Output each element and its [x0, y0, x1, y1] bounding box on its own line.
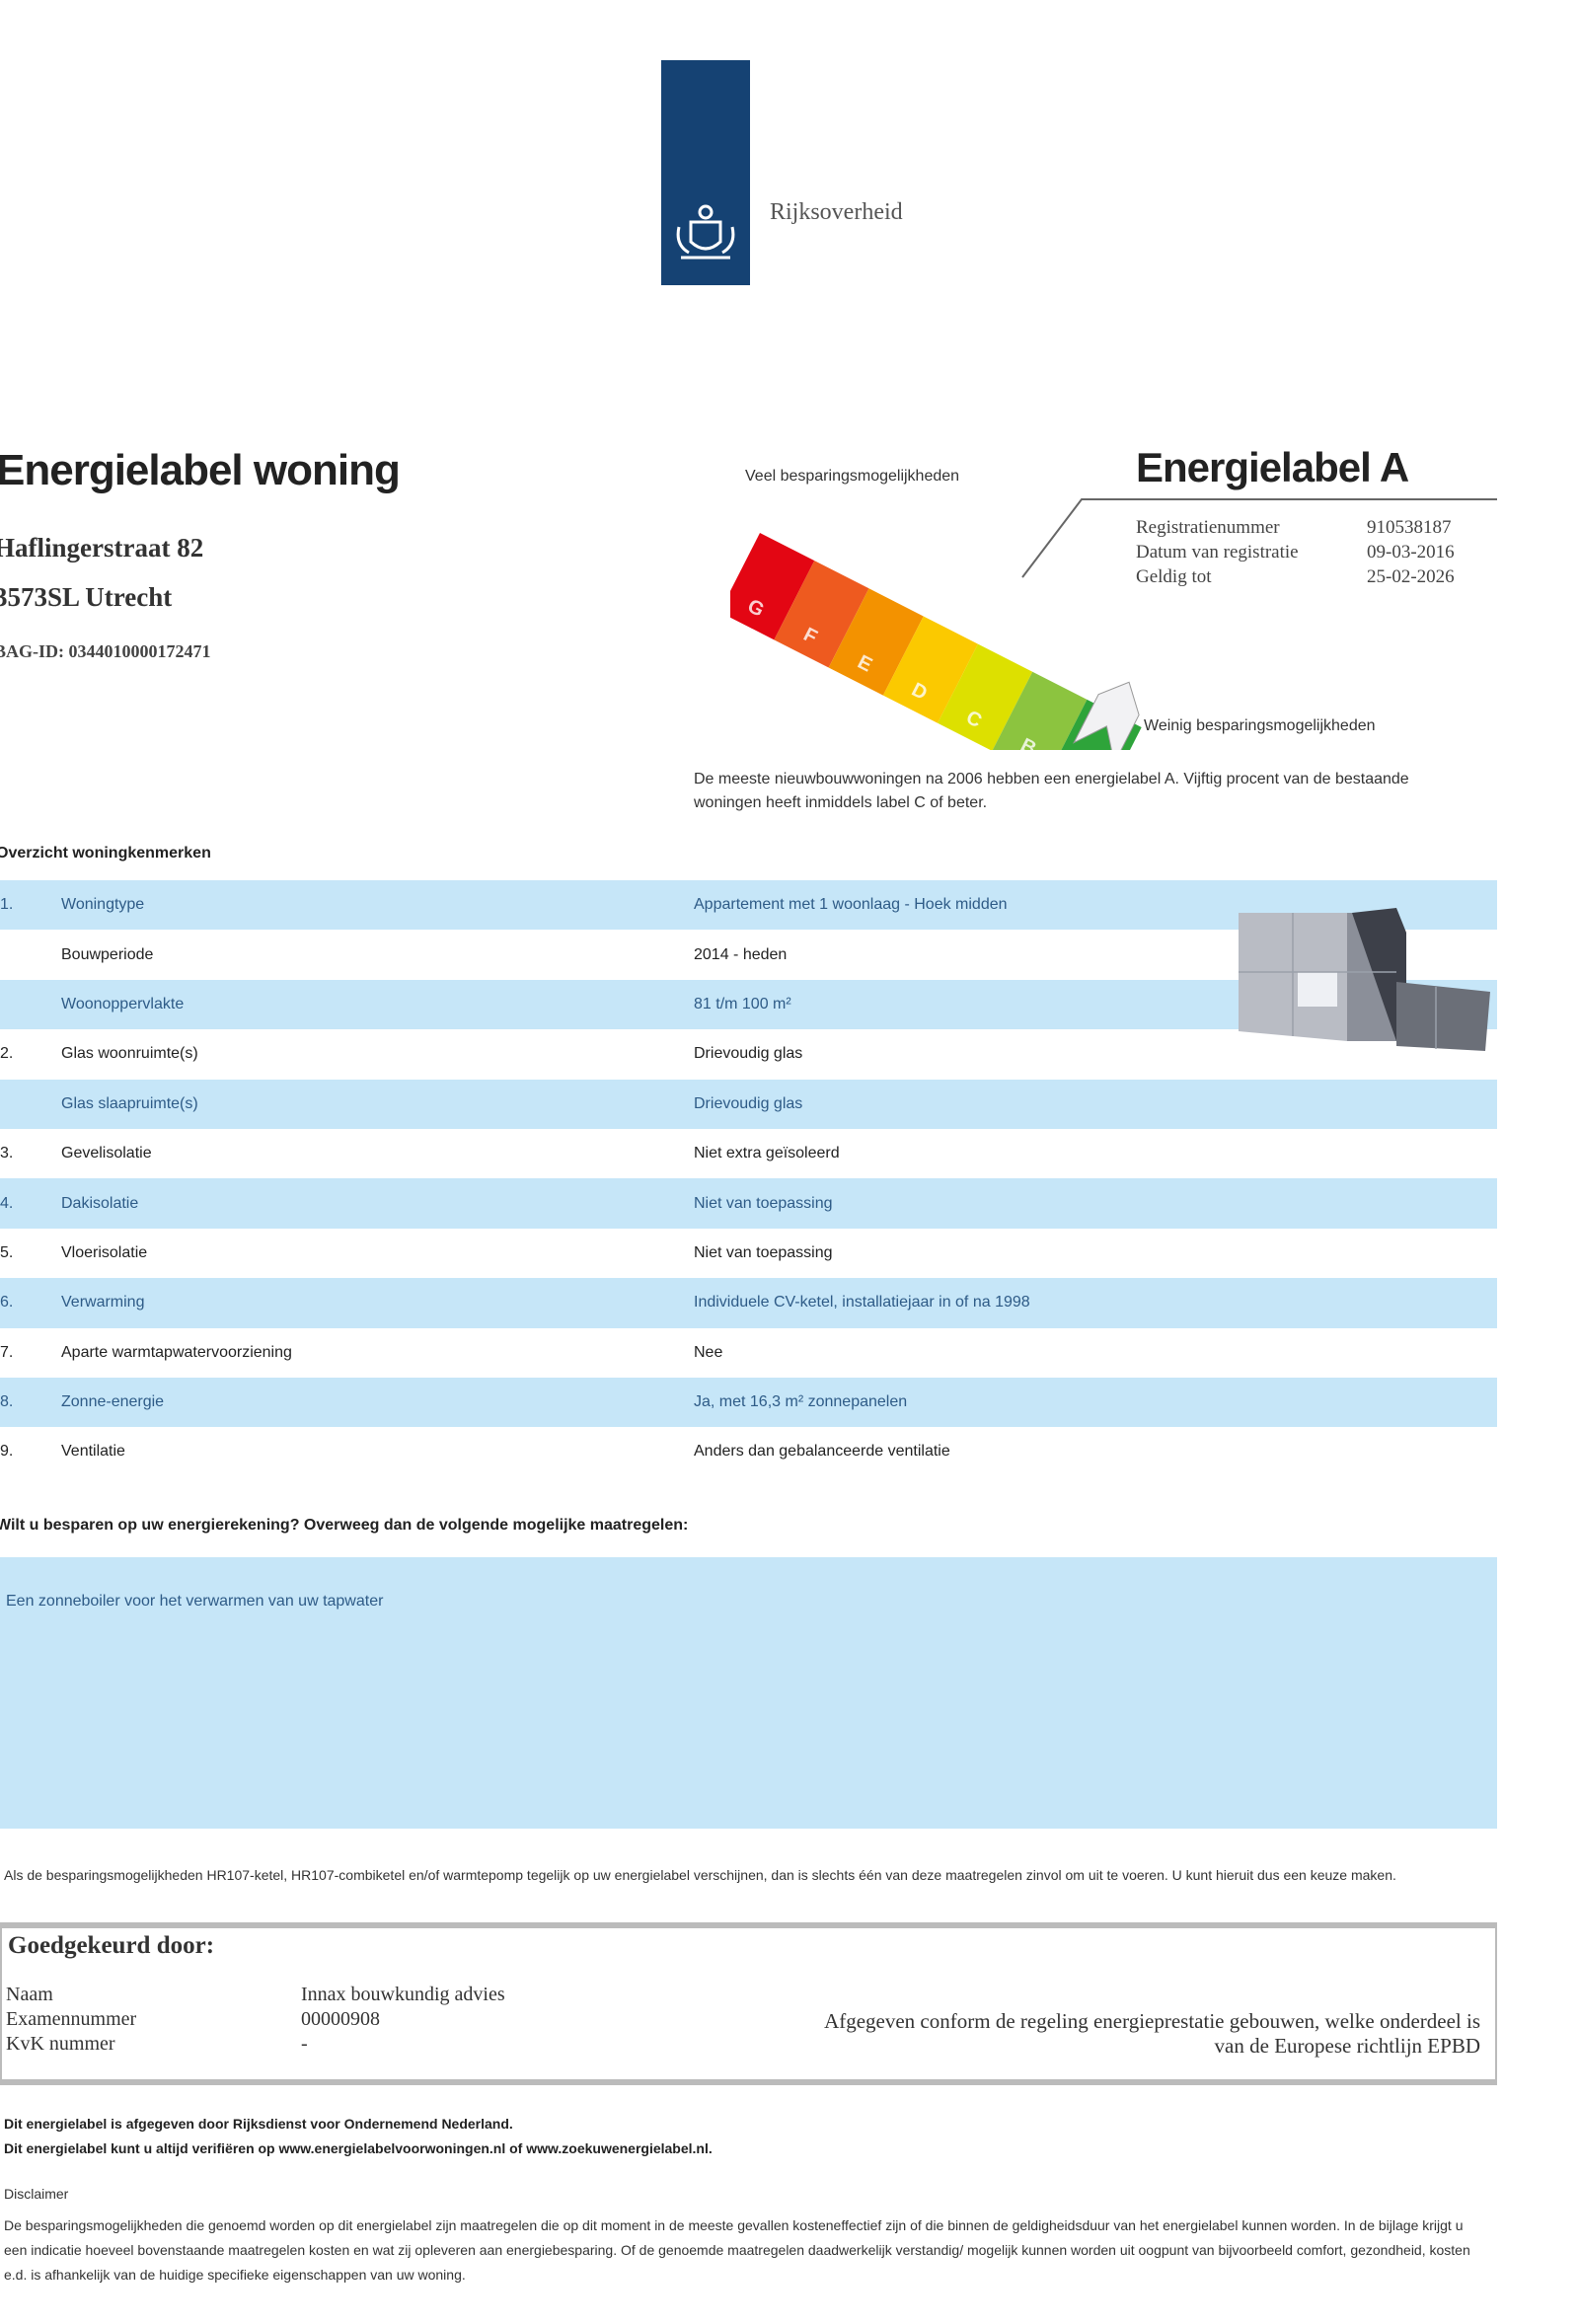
row-value: Drievoudig glas [694, 1045, 803, 1063]
advice-note: Als de besparingsmogelijkheden HR107-ket… [4, 1867, 1396, 1883]
energy-label-title: Energielabel A [1136, 444, 1409, 490]
advisor-name: Innax bouwkundig advies [301, 1984, 505, 2005]
field-label: Examennummer [6, 2008, 137, 2030]
label-class-F [774, 561, 869, 668]
row-number: 6. [0, 1294, 14, 1312]
registration-date: 09-03-2016 [1367, 542, 1455, 562]
table-row: 7. Aparte warmtapwatervoorziening Nee [0, 1328, 1497, 1378]
row-value: Niet van toepassing [694, 1194, 833, 1212]
disclaimer-text: De besparingsmogelijkheden die genoemd w… [4, 2217, 1470, 2283]
footer-verify: Dit energielabel kunt u altijd verifiëre… [4, 2140, 713, 2156]
row-number: 4. [0, 1194, 14, 1212]
label-description: De meeste nieuwbouwwoningen na 2006 hebb… [694, 771, 1409, 811]
row-label: Gevelisolatie [61, 1145, 152, 1162]
valid-until: 25-02-2026 [1367, 566, 1455, 587]
label-class-E [828, 588, 924, 696]
approved-box [0, 1922, 1497, 2085]
exam-number: 00000908 [301, 2008, 380, 2030]
row-number: 8. [0, 1393, 14, 1411]
row-label: Verwarming [61, 1294, 145, 1312]
registration-number: 910538187 [1367, 517, 1452, 538]
row-number: 7. [0, 1343, 14, 1361]
row-value: Individuele CV-ketel, installatiejaar in… [694, 1294, 1030, 1312]
energy-label-scale: GFEDCBA [730, 533, 1142, 750]
logo-text: Rijksoverheid [770, 199, 903, 225]
label-class-G [730, 533, 815, 640]
bag-id: BAG-ID: 0344010000172471 [0, 641, 211, 661]
table-row: 4. Dakisolatie Niet van toepassing [0, 1178, 1497, 1229]
label-class-D [882, 616, 978, 723]
label-callout-line [1021, 498, 1497, 578]
field-label: KvK nummer [6, 2033, 115, 2055]
table-row: 8. Zonne-energie Ja, met 16,3 m² zonnepane… [0, 1377, 1497, 1428]
approved-title: Goedgekeurd door: [8, 1932, 215, 1959]
disclaimer-title: Disclaimer [4, 2186, 69, 2202]
row-value: Ja, met 16,3 m² zonnepanelen [694, 1393, 908, 1411]
table-row: 6. Verwarming Individuele CV-ketel, instal… [0, 1278, 1497, 1328]
house-marker-icon [1073, 681, 1140, 750]
registration-values: 910538187 09-03-2016 25-02-2026 [1367, 515, 1455, 589]
registration-key: Datum van registratie [1136, 542, 1299, 562]
row-value: 2014 - heden [694, 945, 788, 963]
row-label: Bouwperiode [61, 945, 154, 963]
table-row: 9. Ventilatie Anders dan gebalanceerde ven… [0, 1427, 1497, 1476]
label-top-caption: Veel besparingsmogelijkheden [745, 468, 960, 485]
row-label: Vloerisolatie [61, 1243, 148, 1261]
advice-box [0, 1557, 1497, 1829]
registration-keys: Registratienummer Datum van registratie … [1136, 515, 1299, 589]
kvk-number: - [301, 2033, 308, 2055]
label-class-B [992, 671, 1088, 750]
table-row: 2. Glas woonruimte(s) Drievoudig glas [0, 1029, 1497, 1079]
row-value: Anders dan gebalanceerde ventilatie [694, 1443, 950, 1461]
row-value: Niet extra geïsoleerd [694, 1145, 840, 1162]
advice-item: Een zonneboiler voor het verwarmen van u… [6, 1593, 384, 1610]
row-label: Woningtype [61, 896, 145, 914]
row-number: 2. [0, 1045, 14, 1063]
address-street: Haflingerstraat 82 [0, 533, 204, 562]
row-number: 5. [0, 1243, 14, 1261]
table-row: Bouwperiode 2014 - heden [0, 930, 1497, 979]
table-row: 3. Gevelisolatie Niet extra geïsoleerd [0, 1129, 1497, 1178]
row-value: Nee [694, 1343, 723, 1361]
row-value: Appartement met 1 woonlaag - Hoek midden [694, 896, 1008, 914]
row-label: Glas woonruimte(s) [61, 1045, 198, 1063]
row-label: Ventilatie [61, 1443, 125, 1461]
row-number: 1. [0, 896, 14, 914]
row-value: 81 t/m 100 m² [694, 995, 791, 1012]
overview-title: Overzicht woningkenmerken [0, 845, 211, 862]
row-label: Glas slaapruimte(s) [61, 1094, 198, 1112]
coat-of-arms-icon [676, 204, 735, 260]
field-label: Naam [6, 1984, 53, 2005]
label-bottom-caption: Weinig besparingsmogelijkheden [1144, 717, 1376, 734]
apartment-building-icon [1239, 908, 1490, 1051]
table-row: 5. Vloerisolatie Niet van toepassing [0, 1229, 1497, 1278]
approval-statement: Afgegeven conform de regeling energiepre… [824, 2009, 1480, 2058]
registration-key: Registratienummer [1136, 517, 1280, 538]
registration-key: Geldig tot [1136, 566, 1212, 587]
row-label: Aparte warmtapwatervoorziening [61, 1343, 292, 1361]
table-row: Glas slaapruimte(s) Drievoudig glas [0, 1079, 1497, 1129]
row-label: Zonne-energie [61, 1393, 165, 1411]
address-city: 3573SL Utrecht [0, 582, 173, 612]
page-title: Energielabel woning [0, 446, 401, 494]
row-label: Woonoppervlakte [61, 995, 185, 1012]
footer-issued-by: Dit energielabel is afgegeven door Rijks… [4, 2116, 513, 2132]
label-class-C [938, 643, 1033, 750]
row-value: Niet van toepassing [694, 1243, 833, 1261]
row-value: Drievoudig glas [694, 1094, 803, 1112]
advice-question: Wilt u besparen op uw energierekening? O… [0, 1517, 689, 1534]
row-number: 3. [0, 1145, 14, 1162]
row-number: 9. [0, 1443, 14, 1461]
row-label: Dakisolatie [61, 1194, 139, 1212]
characteristics-table: 1. Woningtype Appartement met 1 woonlaag -… [0, 880, 1497, 1477]
